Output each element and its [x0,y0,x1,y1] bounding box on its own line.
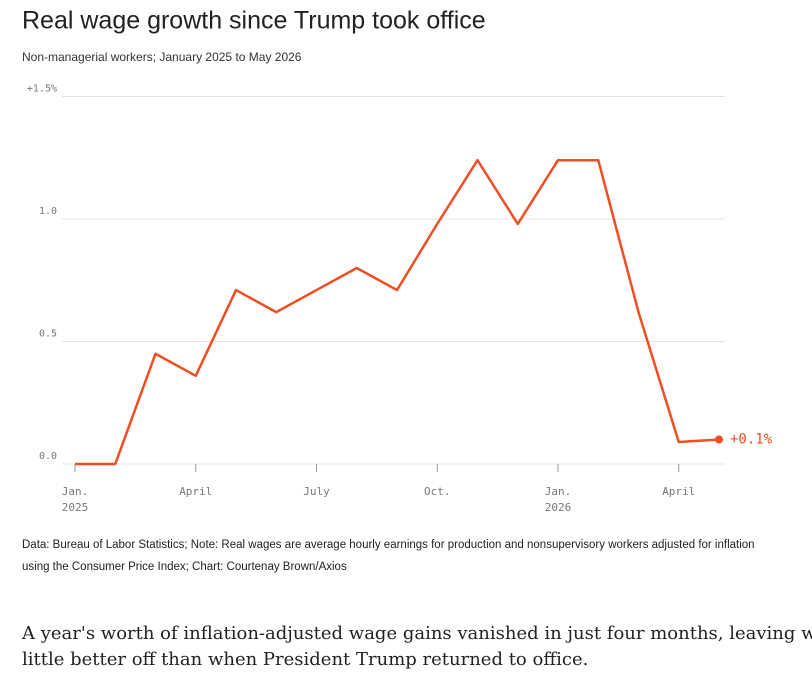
x-tick-label: Jan. 2026 [545,485,572,514]
source-note: using the Consumer Price Index; Chart: C… [22,561,347,573]
x-tick-label: April [179,485,212,498]
data-line [75,158,720,466]
body-text: A year's worth of inflation-adjusted wag… [21,623,812,644]
body-text: little better off than when President Tr… [22,649,588,670]
chart-subtitle: Non-managerial workers; January 2025 to … [22,50,302,64]
y-tick-label: 0.0 [39,451,57,462]
source-note: Data: Bureau of Labor Statistics; Note: … [22,539,755,551]
y-tick-label: +1.5% [27,84,57,95]
x-tick-label: July [303,485,330,498]
y-tick-label: 1.0 [39,206,57,217]
value-label: +0.1% [730,432,773,448]
x-tick-label: Oct. [424,485,451,498]
end-point [715,435,723,444]
chart-title: Real wage growth since Trump took office [22,7,486,35]
x-tick-label: April [662,485,695,498]
x-tick-label: Jan. 2025 [62,485,89,514]
y-tick-label: 0.5 [39,329,57,340]
